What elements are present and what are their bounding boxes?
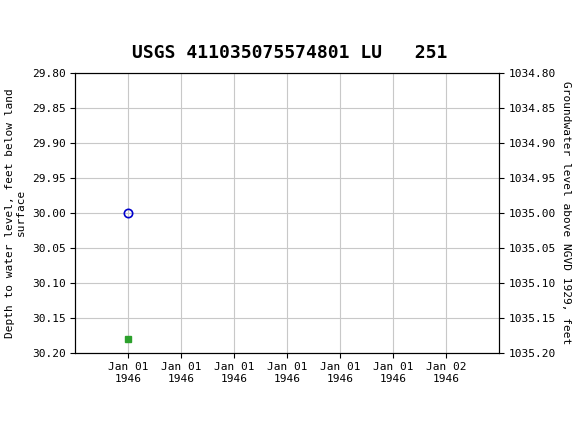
Text: USGS 411035075574801 LU   251: USGS 411035075574801 LU 251 [132,44,448,62]
Y-axis label: Depth to water level, feet below land
surface: Depth to water level, feet below land su… [5,88,26,338]
Y-axis label: Groundwater level above NGVD 1929, feet: Groundwater level above NGVD 1929, feet [561,81,571,344]
Text: ≡USGS: ≡USGS [6,16,93,36]
